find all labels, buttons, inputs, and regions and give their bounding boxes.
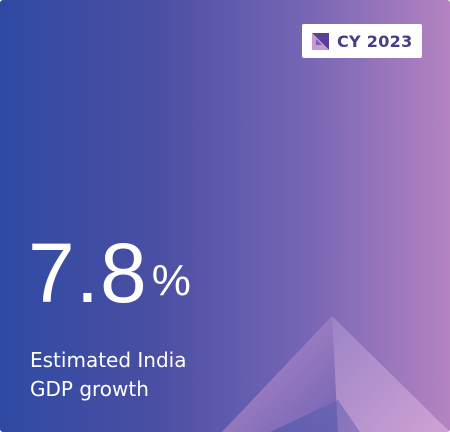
stat-value: 7.8 — [28, 226, 148, 320]
caption-line-1: Estimated India — [30, 348, 187, 372]
stat-caption: Estimated India GDP growth — [30, 346, 290, 404]
brand-mark-icon — [312, 32, 329, 50]
year-label: CY 2023 — [337, 31, 413, 51]
year-badge: CY 2023 — [302, 24, 422, 58]
stat-unit: % — [151, 256, 191, 305]
gdp-stat: 7.8 % — [28, 226, 191, 316]
caption-line-2: GDP growth — [30, 377, 149, 401]
